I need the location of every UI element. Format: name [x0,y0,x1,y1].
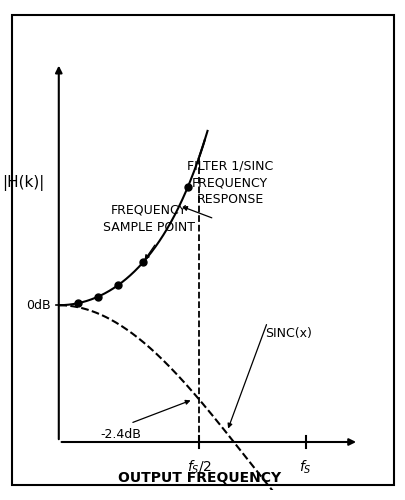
Text: |H(k)|: |H(k)| [2,175,45,191]
Text: $f_S/2$: $f_S/2$ [186,459,211,476]
Text: 0dB: 0dB [26,298,51,312]
Text: $f_S$: $f_S$ [298,459,311,476]
Text: OUTPUT FREQUENCY: OUTPUT FREQUENCY [117,471,280,485]
Text: FILTER 1/SINC
FREQUENCY
RESPONSE: FILTER 1/SINC FREQUENCY RESPONSE [186,160,273,206]
Text: -2.4dB: -2.4dB [100,428,141,441]
Text: SINC(x): SINC(x) [265,328,311,340]
Text: FREQUENCY
SAMPLE POINT: FREQUENCY SAMPLE POINT [102,204,194,234]
